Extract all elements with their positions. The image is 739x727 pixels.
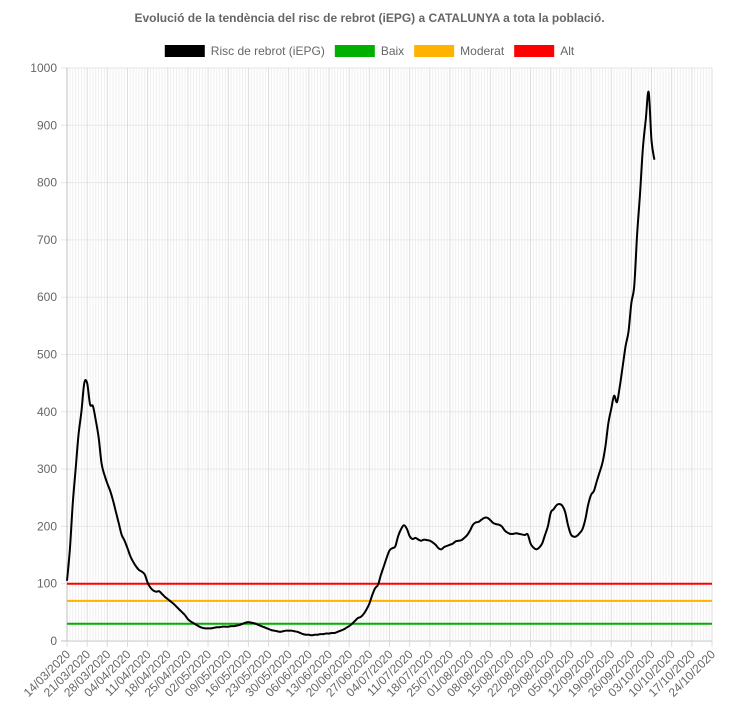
legend-label: Baix: [381, 44, 404, 58]
y-tick-label: 200: [37, 519, 57, 533]
legend-label: Risc de rebrot (iEPG): [211, 44, 325, 58]
legend-swatch-baix: [334, 45, 375, 57]
y-tick-label: 900: [37, 118, 57, 132]
y-tick-label: 700: [37, 233, 57, 247]
y-tick-label: 300: [37, 462, 57, 476]
y-tick-label: 400: [37, 405, 57, 419]
legend-swatch-risc: [164, 45, 205, 57]
legend-swatch-moderat: [414, 45, 455, 57]
legend-label: Alt: [560, 44, 575, 58]
chart-title: Evolució de la tendència del risc de reb…: [134, 11, 605, 25]
series-line-iepg: [66, 90, 656, 637]
y-tick-label: 0: [50, 634, 57, 648]
y-tick-label: 800: [37, 176, 57, 190]
y-tick-label: 600: [37, 290, 57, 304]
y-tick-label: 500: [37, 348, 57, 362]
legend-label: Moderat: [460, 44, 505, 58]
legend-swatch-alt: [514, 45, 555, 57]
y-tick-label: 100: [37, 577, 57, 591]
y-tick-label: 1000: [30, 61, 57, 75]
